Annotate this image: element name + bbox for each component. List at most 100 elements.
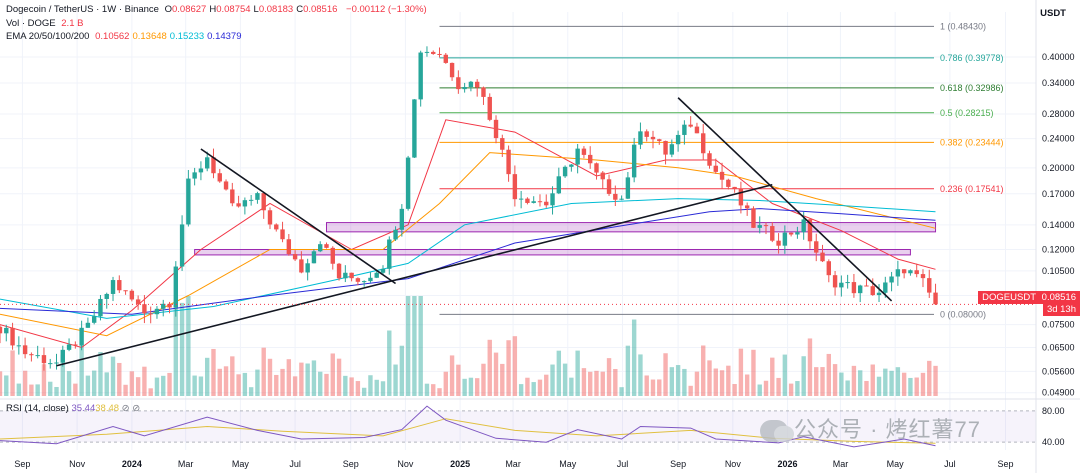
candle-body [248, 199, 254, 201]
volume-bar [443, 371, 448, 396]
y-tick-label: 0.07500 [1042, 320, 1075, 330]
volume-bar [230, 356, 235, 396]
candle-body [186, 178, 191, 225]
fibonacci-retracement[interactable]: 1 (0.48430) 0.786 (0.39778) 0.618 (0.32986… [439, 21, 1004, 319]
ohlc-value: 0.08627 [171, 4, 207, 15]
candle-body [22, 345, 28, 355]
settings-icon[interactable]: ⊘ [132, 403, 141, 414]
candle-body [60, 349, 65, 363]
volume-bar [173, 300, 179, 396]
rsi-value: 35.44 [71, 403, 96, 414]
ema-label: EMA 20/50/100/200 [6, 31, 90, 42]
x-tick-label: May [232, 459, 250, 469]
volume-bar [732, 384, 737, 396]
y-tick-label: 0.04900 [1042, 388, 1075, 398]
candle-body [374, 272, 379, 278]
volume-bar [870, 364, 875, 396]
volume-bar [35, 384, 40, 396]
x-tick-label: 2026 [778, 459, 798, 469]
candle-body [707, 153, 712, 166]
y-tick-label: 0.34000 [1042, 78, 1075, 88]
volume-bar [820, 367, 825, 396]
candle-body [468, 81, 474, 87]
volume-bar [544, 374, 549, 396]
candle-body [845, 282, 850, 284]
bar-countdown: 3d 13h [1042, 303, 1080, 316]
candle-body [493, 119, 499, 139]
volume-bar [343, 375, 348, 396]
volume-bar [311, 360, 317, 396]
eye-off-icon[interactable]: ⊘ [121, 403, 130, 414]
candle-body [594, 163, 599, 173]
candle-body [173, 266, 179, 308]
volume-bar [468, 377, 474, 396]
volume-bar [248, 387, 254, 396]
volume-bar [788, 383, 794, 396]
volume-bar [48, 381, 53, 396]
volume-bar [274, 374, 279, 396]
candle-body [280, 229, 285, 240]
candle-body [682, 124, 687, 135]
volume-bar [98, 352, 103, 396]
volume-bar [807, 338, 813, 396]
candle-body [29, 354, 34, 356]
rsi-label: RSI (14, close) [6, 403, 69, 414]
legend-ema-row: EMA 20/50/100/200 0.10562 0.13648 0.15233 0… [6, 30, 247, 43]
candle-body [782, 232, 788, 246]
volume-bar [299, 362, 304, 396]
watermark: 公众号 · 烤红薯77 [760, 412, 981, 444]
volume-bar [217, 368, 222, 396]
candle-body [85, 322, 91, 328]
candle-body [631, 144, 637, 178]
volume-bar [205, 357, 210, 396]
candle-body [230, 189, 235, 204]
candle-body [211, 157, 216, 174]
volume-bar [54, 386, 59, 396]
volume-bar [292, 376, 298, 396]
candle-body [644, 131, 649, 137]
price-change: −0.00112 (−1.30%) [346, 4, 427, 15]
zone-box [325, 222, 937, 233]
candle-body [518, 198, 524, 200]
volume-bar [701, 345, 706, 396]
candle-body [857, 285, 863, 294]
candle-body [663, 140, 668, 155]
candle-body [336, 263, 342, 279]
fib-level-label: 0.382 (0.23444) [940, 137, 1004, 147]
candle-body [418, 52, 423, 100]
volume-bar [876, 376, 882, 396]
candle-body [274, 224, 279, 230]
volume-bar [135, 377, 141, 396]
time-axis[interactable]: Sep Nov 2024 Mar May Jul Sep Nov 2025 Mar May Jul Se… [14, 459, 1013, 469]
candle-body [192, 172, 197, 179]
volume-bar [198, 376, 204, 396]
candle-body [73, 344, 78, 346]
candle-body [462, 86, 467, 90]
trendline [200, 148, 397, 285]
volume-bar [41, 364, 47, 396]
candle-body [66, 344, 72, 350]
candle-body [217, 173, 222, 182]
fib-level-label: 1 (0.48430) [940, 21, 986, 31]
ema-line [0, 208, 936, 315]
trendlines[interactable] [56, 97, 893, 367]
volume-bar [682, 368, 687, 396]
ema-values: 0.10562 0.13648 0.15233 0.14379 [95, 31, 244, 42]
candle-body [424, 51, 430, 53]
x-tick-label: Jul [289, 459, 301, 469]
candle-body [625, 177, 631, 199]
candle-body [48, 363, 53, 365]
volume-bar [506, 340, 511, 396]
symbol-price-tag: DOGEUSDT [978, 291, 1040, 304]
candle-body [506, 149, 511, 175]
candle-body [0, 326, 3, 334]
candle-body [933, 292, 938, 305]
volume-bar [399, 345, 405, 396]
volume-bar [305, 363, 310, 396]
volume-bar [770, 357, 775, 396]
volume-bar [355, 381, 361, 396]
ema-line [0, 119, 936, 349]
candle-body [41, 355, 47, 364]
ohlc-key: O [164, 4, 172, 15]
